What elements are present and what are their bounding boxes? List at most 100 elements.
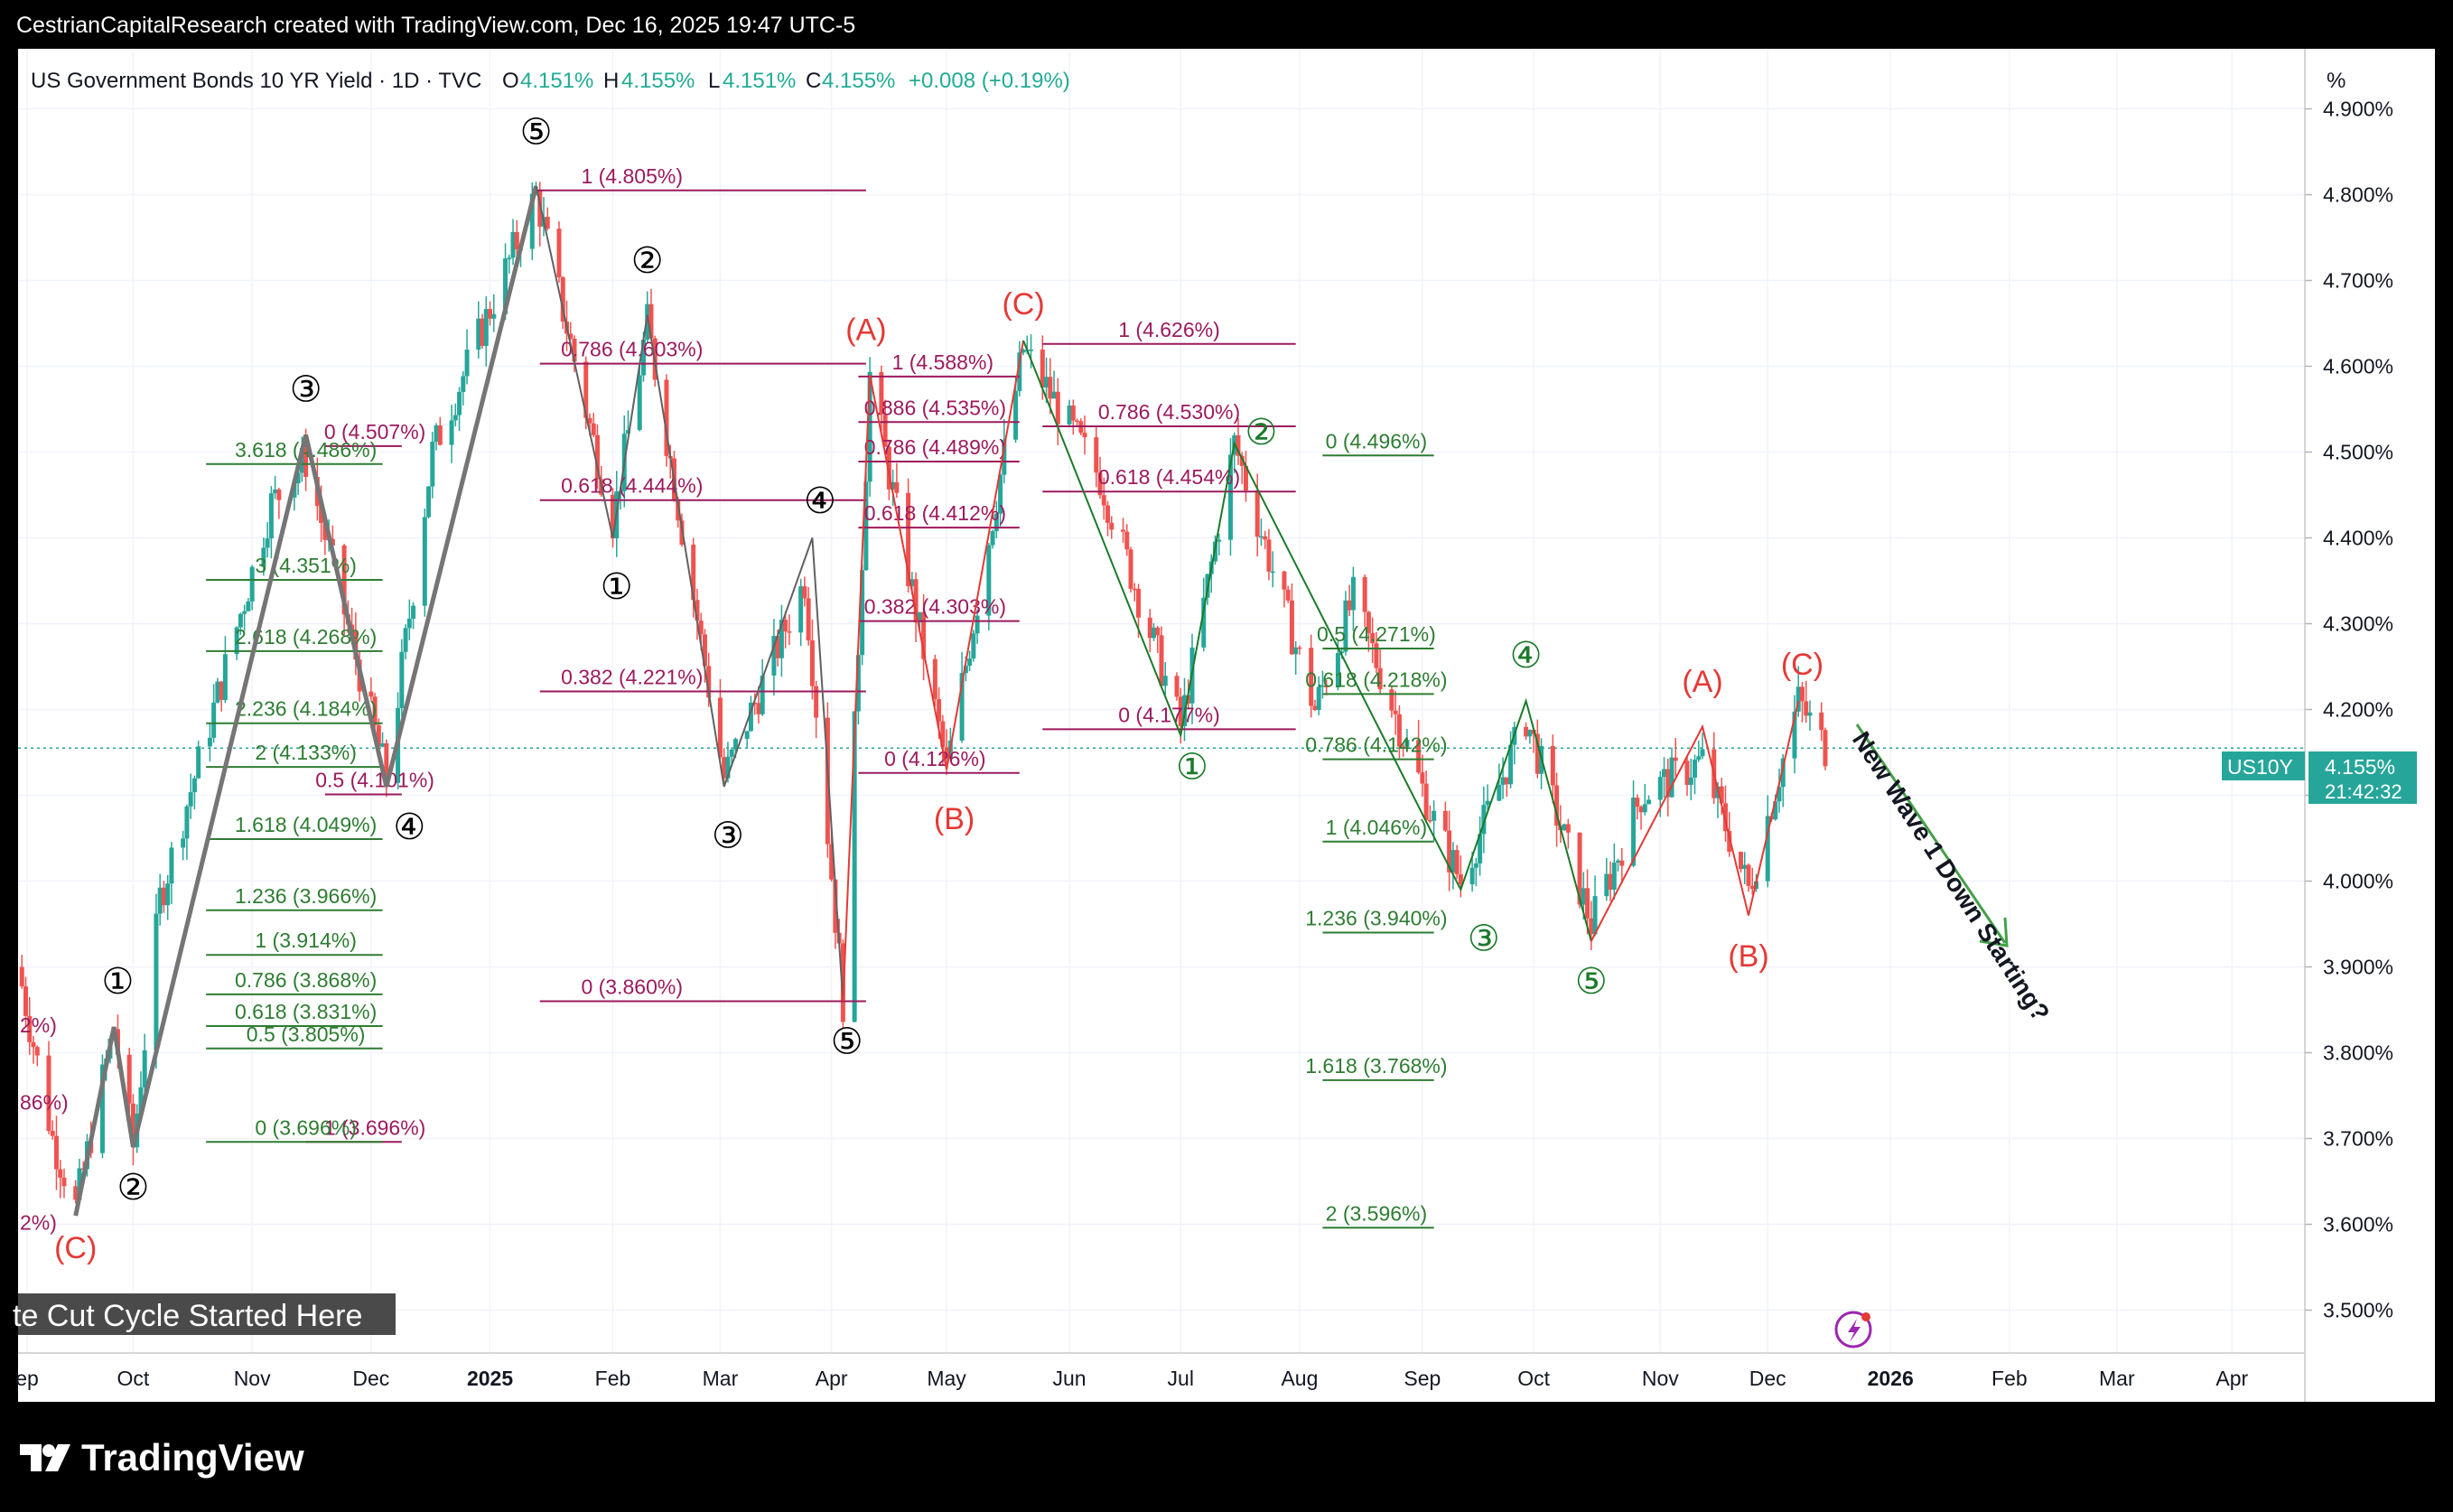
fib-label: 0.786 (4.603%): [561, 338, 703, 361]
time-tick-label: Dec: [352, 1367, 389, 1390]
candle-body: [368, 691, 374, 697]
candle-body: [1608, 873, 1613, 890]
fib-label: 0.786 (4.489%): [864, 435, 1006, 459]
candle-body: [1082, 433, 1087, 438]
fib-label: 2.236 (4.184%): [235, 697, 377, 721]
fib-label: 1 (3.914%): [255, 929, 357, 952]
candle-body: [706, 666, 712, 698]
candle-body: [1075, 420, 1080, 423]
candle-body: [1017, 352, 1022, 391]
candle-body: [1423, 783, 1429, 820]
wave-lines-layer: [73, 185, 1800, 1217]
fib-layer: 1 (4.805%) 0.786 (4.603%) 0.618 (4.444%) 0.…: [206, 164, 1448, 1229]
correction-wave-line: [535, 185, 844, 1002]
candle-body: [1469, 867, 1475, 885]
candle-body: [1258, 536, 1264, 538]
candle-body: [1481, 805, 1487, 835]
banner-text: te Cut Cycle Started Here: [13, 1299, 362, 1333]
black-wave-label: ③: [712, 817, 744, 856]
candle-body: [1136, 588, 1142, 618]
candle-body: [1048, 377, 1053, 399]
candle-body: [1404, 740, 1410, 747]
candle-body: [1263, 536, 1268, 540]
candle-body: [1389, 689, 1394, 711]
last-price-value: 4.155%: [2325, 755, 2395, 779]
candle-body: [491, 313, 497, 319]
candle-body: [860, 570, 865, 656]
candle-body: [529, 193, 535, 249]
candle-body: [1097, 472, 1103, 496]
candle-body: [61, 1177, 67, 1187]
candle-body: [207, 737, 212, 747]
candle-body: [867, 371, 872, 482]
candle-body: [1094, 437, 1099, 473]
impulse-wave-line: [73, 185, 538, 1217]
candle-body: [1450, 850, 1456, 873]
candle-body: [73, 1186, 79, 1200]
candle-body: [1350, 576, 1356, 611]
candle-body: [1577, 832, 1582, 905]
candle-body: [476, 318, 481, 350]
fib-label: 0 (4.496%): [1326, 429, 1428, 453]
green-wave-label: ①: [1176, 748, 1208, 788]
candle-body: [698, 621, 704, 635]
candle-body: [430, 442, 435, 487]
candle-body: [461, 376, 466, 392]
candle-body: [1013, 390, 1019, 440]
candle-body: [242, 611, 247, 614]
candle-body: [1155, 627, 1161, 636]
high-value: 4.155%: [621, 69, 695, 93]
candle-body: [411, 605, 416, 619]
candle-body: [1297, 647, 1302, 649]
candle-body: [31, 1041, 36, 1048]
candle-body: [1178, 696, 1183, 727]
candle-body: [814, 686, 819, 718]
candle-body: [196, 746, 201, 779]
price-tick-label: 3.500%: [2323, 1299, 2393, 1322]
time-tick-label: Apr: [816, 1367, 848, 1390]
black-wave-label: ④: [804, 481, 836, 521]
candle-body: [1362, 576, 1367, 612]
black-wave-label: ④: [393, 807, 425, 847]
projection-arrowhead: [1979, 917, 2009, 947]
candle-body: [1044, 377, 1049, 388]
candle-body: [748, 702, 753, 732]
candle-body: [265, 538, 270, 548]
candle-body: [802, 586, 807, 599]
banner-background: [18, 1293, 396, 1335]
candle-body: [246, 601, 251, 611]
fib-label: 0.886 (4.535%): [864, 396, 1006, 419]
fib-label: 0 (4.126%): [884, 747, 986, 770]
candle-body: [537, 190, 543, 227]
candle-body: [1804, 701, 1809, 716]
candle-body: [1799, 686, 1805, 702]
fib-label-cutoff: 2%): [20, 1013, 57, 1037]
candle-body: [959, 673, 965, 741]
candle-body: [222, 654, 228, 700]
fib-label: 0.382 (4.303%): [864, 595, 1006, 619]
symbol-title: US Government Bonds 10 YR Yield · 1D · T…: [31, 69, 481, 93]
fib-label: 0.786 (4.530%): [1098, 400, 1240, 424]
red-wave-label: (C): [54, 1231, 97, 1265]
chart-frame[interactable]: [18, 49, 2435, 1402]
candle-body: [625, 430, 630, 434]
candle-body: [1447, 830, 1452, 873]
candle-body: [46, 1055, 51, 1131]
candle-body: [645, 303, 650, 341]
lightning-icon[interactable]: [1834, 1311, 1872, 1349]
candle-body: [184, 806, 190, 839]
candle-body: [58, 1169, 63, 1178]
candle-body: [932, 658, 937, 700]
candle-body: [1324, 685, 1329, 688]
candle-body: [771, 636, 777, 676]
price-tick-label: 4.800%: [2323, 183, 2393, 207]
candle-body: [1293, 647, 1299, 655]
time-tick-label: Sep: [1404, 1367, 1441, 1390]
time-tick-label: Dec: [1749, 1367, 1786, 1390]
candle-body: [434, 425, 439, 443]
candle-body: [426, 486, 432, 518]
candle-body: [1174, 676, 1180, 697]
abc-wave-line: [842, 340, 1025, 1002]
candle-body: [1124, 531, 1130, 550]
